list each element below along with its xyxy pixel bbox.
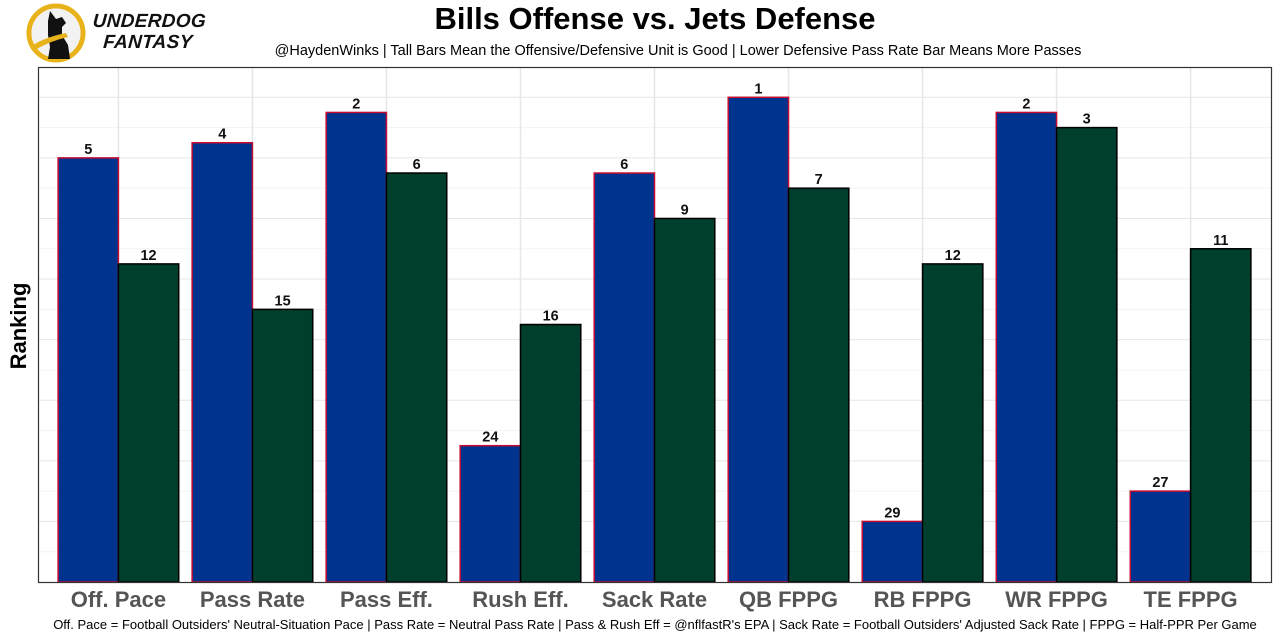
x-tick-label: Off. Pace (71, 587, 166, 612)
value-label-bills-offense: 29 (884, 505, 900, 521)
value-label-jets-defense: 11 (1213, 233, 1228, 249)
value-label-jets-defense: 16 (543, 309, 559, 325)
bar-jets-defense (117, 263, 180, 583)
bar-jets-defense (1055, 126, 1118, 583)
plot-frame (37, 66, 1273, 584)
x-tick-label: Rush Eff. (472, 587, 569, 612)
value-label-bills-offense: 4 (218, 127, 226, 143)
bars (57, 96, 1252, 583)
bar-jets-defense (921, 263, 984, 583)
value-label-bills-offense: 24 (482, 430, 498, 446)
bar-jets-defense (1189, 248, 1252, 583)
bar-bills-offense (1129, 490, 1192, 583)
logo-scarf (33, 33, 68, 50)
bar-jets-defense (787, 187, 850, 583)
value-label-bills-offense: 2 (1022, 96, 1030, 112)
value-label-jets-defense: 9 (681, 202, 689, 218)
chart-footnote: Off. Pace = Football Outsiders' Neutral-… (53, 617, 1257, 632)
bar-bills-offense (995, 111, 1058, 583)
chart-title: Bills Offense vs. Jets Defense (434, 1, 876, 36)
value-label-jets-defense: 6 (413, 157, 421, 173)
bar-bills-offense (861, 520, 924, 583)
x-tick-label: RB FPPG (874, 587, 972, 612)
value-label-bills-offense: 27 (1152, 475, 1168, 491)
bar-jets-defense (519, 323, 582, 583)
value-label-jets-defense: 15 (275, 293, 291, 309)
value-label-bills-offense: 6 (620, 157, 628, 173)
value-label-bills-offense: 1 (754, 81, 762, 97)
value-label-jets-defense: 7 (815, 172, 823, 188)
x-tick-label: QB FPPG (739, 587, 838, 612)
chart-subtitle: @HaydenWinks | Tall Bars Mean the Offens… (274, 43, 1082, 59)
value-label-jets-defense: 12 (140, 248, 156, 264)
bar-bills-offense (325, 111, 388, 583)
value-label-jets-defense: 3 (1083, 112, 1091, 128)
x-tick-label: Sack Rate (602, 587, 707, 612)
value-label-bills-offense: 2 (352, 96, 360, 112)
bar-bills-offense (727, 96, 790, 583)
value-label-jets-defense: 12 (945, 248, 961, 264)
bar-bills-offense (459, 444, 522, 583)
value-label-bills-offense: 5 (84, 142, 92, 158)
bar-jets-defense (653, 217, 716, 583)
x-axis-labels: Off. Pace Pass Rate Pass Eff. Rush Eff. Sack… (71, 587, 1238, 612)
bar-bills-offense (593, 172, 656, 583)
x-tick-label: Pass Rate (200, 587, 305, 612)
bar-bills-offense (191, 141, 254, 583)
underdog-logo (26, 3, 86, 63)
bar-jets-defense (251, 308, 314, 583)
bar-bills-offense (57, 157, 120, 583)
bar-jets-defense (385, 172, 448, 583)
x-tick-label: TE FPPG (1144, 587, 1238, 612)
x-tick-label: WR FPPG (1005, 587, 1108, 612)
x-tick-label: Pass Eff. (340, 587, 433, 612)
